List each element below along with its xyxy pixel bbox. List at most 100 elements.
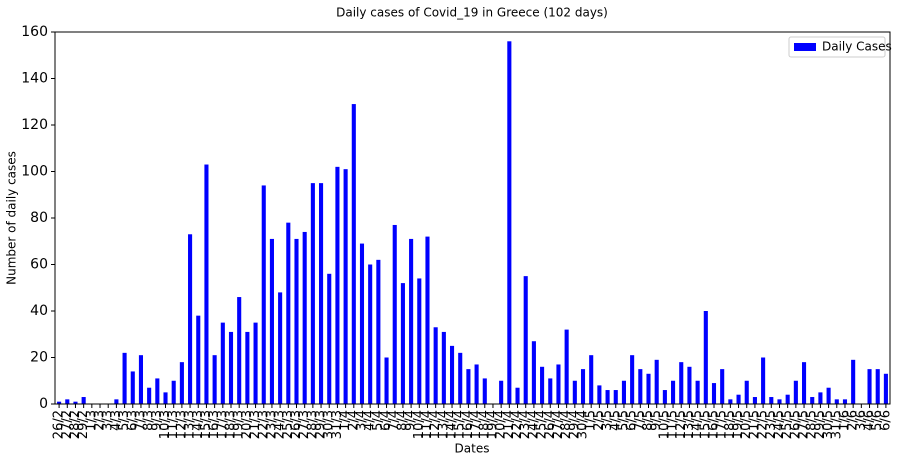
x-tick-label: 16/5 bbox=[706, 410, 721, 439]
x-tick-label: 28/3 bbox=[305, 410, 320, 439]
x-tick-label: 27/4 bbox=[551, 410, 566, 439]
bar bbox=[507, 41, 512, 405]
bar bbox=[883, 373, 888, 404]
x-tick-label: 15/4 bbox=[453, 410, 468, 439]
x-tick-label: 5/5 bbox=[616, 410, 631, 431]
x-tick-label: 3/5 bbox=[600, 410, 615, 431]
x-tick-label: 21/4 bbox=[502, 410, 517, 439]
bar bbox=[310, 183, 315, 404]
chart-title: Daily cases of Covid_19 in Greece (102 d… bbox=[336, 6, 608, 20]
bar bbox=[392, 224, 397, 404]
x-tick-label: 14/3 bbox=[191, 410, 206, 439]
bar bbox=[867, 369, 872, 404]
bar bbox=[711, 383, 717, 404]
bar bbox=[57, 401, 62, 404]
x-tick-label: 16/3 bbox=[207, 410, 222, 439]
bar bbox=[376, 259, 381, 404]
x-tick-label: 7/3 bbox=[133, 410, 148, 431]
x-tick-label: 22/3 bbox=[256, 410, 271, 439]
bar bbox=[343, 169, 348, 404]
x-tick-label: 18/5 bbox=[723, 410, 738, 439]
bar bbox=[875, 369, 880, 404]
bar bbox=[384, 357, 389, 404]
bar bbox=[449, 345, 455, 404]
x-tick-label: 11/5 bbox=[666, 410, 681, 439]
x-tick-label: 12/5 bbox=[674, 410, 689, 439]
bar bbox=[613, 390, 618, 404]
bar bbox=[687, 366, 692, 404]
x-tick-label: 24/4 bbox=[526, 410, 541, 439]
bar bbox=[278, 292, 283, 404]
x-tick-label: 1/6 bbox=[837, 410, 852, 431]
bar bbox=[409, 238, 414, 404]
bar bbox=[580, 369, 586, 404]
x-tick-label: 6/4 bbox=[379, 410, 394, 431]
bar bbox=[179, 362, 184, 404]
bar bbox=[728, 399, 733, 404]
bar bbox=[703, 311, 708, 404]
bar bbox=[81, 397, 86, 404]
bar bbox=[220, 322, 225, 404]
x-tick-label: 30/3 bbox=[322, 410, 337, 439]
y-tick-label: 140 bbox=[21, 71, 48, 87]
bar bbox=[286, 222, 291, 404]
x-tick-label: 5/4 bbox=[371, 410, 386, 431]
bar bbox=[777, 399, 782, 404]
x-tick-label: 3/6 bbox=[854, 410, 869, 431]
bar bbox=[564, 329, 569, 404]
x-tick-label: 14/4 bbox=[445, 410, 460, 439]
x-tick-label: 11/3 bbox=[166, 410, 181, 439]
y-tick-label: 100 bbox=[21, 164, 48, 180]
x-tick-label: 20/4 bbox=[494, 410, 509, 439]
bar bbox=[736, 394, 741, 404]
bar bbox=[163, 392, 168, 404]
bar bbox=[130, 371, 135, 404]
bar bbox=[359, 243, 365, 404]
x-tick-label: 2/4 bbox=[346, 410, 361, 431]
x-tick-label: 6/3 bbox=[125, 410, 140, 431]
x-tick-label: 16/4 bbox=[461, 410, 476, 439]
bar bbox=[572, 380, 577, 404]
bar bbox=[801, 362, 807, 404]
x-tick-label: 15/5 bbox=[698, 410, 713, 439]
x-tick-label: 9/5 bbox=[649, 410, 664, 431]
bar bbox=[597, 385, 602, 404]
x-tick-label: 13/3 bbox=[183, 410, 198, 439]
legend-box bbox=[788, 36, 886, 58]
bar bbox=[834, 399, 839, 404]
bar bbox=[761, 357, 766, 404]
bar bbox=[433, 327, 438, 404]
bar bbox=[679, 362, 684, 404]
bar bbox=[515, 387, 520, 404]
x-tick-label: 29/2 bbox=[76, 410, 91, 439]
x-tick-label: 20/3 bbox=[240, 410, 255, 439]
bar bbox=[122, 352, 127, 404]
bar bbox=[851, 359, 856, 404]
bar bbox=[351, 104, 356, 404]
bar bbox=[155, 378, 160, 404]
y-tick-label: 120 bbox=[21, 117, 48, 133]
x-tick-label: 19/5 bbox=[731, 410, 746, 439]
x-tick-label: 19/3 bbox=[232, 410, 247, 439]
bar bbox=[319, 183, 324, 404]
bar bbox=[212, 355, 217, 404]
bar bbox=[466, 369, 471, 404]
y-tick-label: 40 bbox=[30, 303, 48, 319]
x-tick-label: 26/4 bbox=[543, 410, 558, 439]
x-tick-label: 4/6 bbox=[862, 410, 877, 431]
x-tick-label: 2/5 bbox=[592, 410, 607, 431]
x-tick-label: 31/3 bbox=[330, 410, 345, 439]
x-tick-label: 24/5 bbox=[772, 410, 787, 439]
x-tick-label: 13/5 bbox=[682, 410, 697, 439]
bar bbox=[556, 364, 561, 404]
bar bbox=[171, 380, 176, 404]
x-tick-label: 17/3 bbox=[215, 410, 230, 439]
x-tick-label: 5/6 bbox=[870, 410, 885, 431]
bar bbox=[531, 341, 536, 404]
bar bbox=[204, 164, 209, 404]
bar bbox=[441, 331, 446, 404]
x-tick-label: 1/3 bbox=[84, 410, 99, 431]
bar bbox=[548, 378, 553, 404]
bar bbox=[138, 355, 144, 404]
